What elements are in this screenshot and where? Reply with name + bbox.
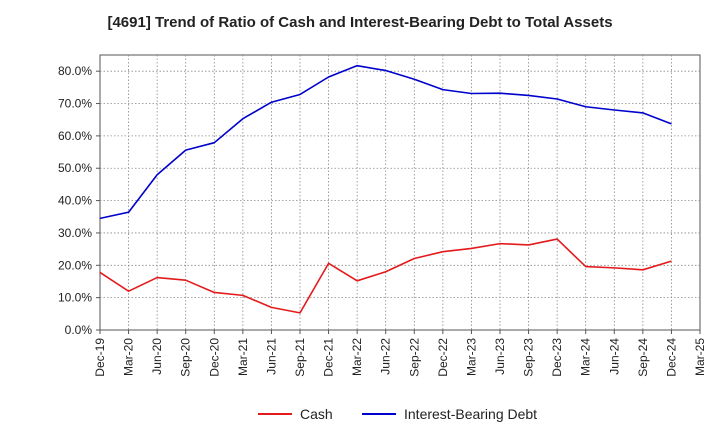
x-tick-label: Dec-23	[550, 338, 564, 377]
y-tick-label: 60.0%	[58, 129, 92, 143]
x-tick-label: Sep-20	[179, 338, 193, 377]
series-line-interest-bearing-debt	[99, 64, 672, 220]
x-tick-label: Mar-23	[464, 338, 478, 376]
x-tick-label: Jun-22	[379, 338, 393, 375]
x-tick-label: Jun-24	[607, 338, 621, 375]
legend-label-interest-bearing-debt: Interest-Bearing Debt	[404, 406, 537, 422]
x-tick-label: Jun-20	[150, 338, 164, 375]
y-tick-label: 70.0%	[58, 97, 92, 111]
x-tick-label: Dec-19	[93, 338, 107, 377]
y-tick-label: 50.0%	[58, 161, 92, 175]
y-tick-label: 20.0%	[58, 258, 92, 272]
x-tick-label: Sep-23	[522, 338, 536, 377]
plot-area	[99, 54, 701, 331]
y-tick-label: 0.0%	[65, 323, 93, 337]
x-tick-label: Sep-24	[636, 338, 650, 377]
series-line-cash	[99, 238, 672, 314]
y-tick-label: 30.0%	[58, 226, 92, 240]
x-tick-label: Mar-24	[579, 338, 593, 376]
x-tick-label: Sep-21	[293, 338, 307, 377]
x-tick-label: Dec-21	[322, 338, 336, 377]
x-tick-label: Mar-25	[693, 338, 707, 376]
x-tick-label: Mar-20	[122, 338, 136, 376]
y-tick-label: 40.0%	[58, 194, 92, 208]
x-tick-label: Mar-22	[350, 338, 364, 376]
chart-title: [4691] Trend of Ratio of Cash and Intere…	[107, 14, 613, 31]
x-tick-label: Jun-21	[264, 338, 278, 375]
x-tick-label: Sep-22	[407, 338, 421, 377]
x-tick-label: Jun-23	[493, 338, 507, 375]
x-tick-label: Dec-24	[664, 338, 678, 377]
x-tick-label: Dec-20	[207, 338, 221, 377]
legend-label-cash: Cash	[300, 406, 333, 422]
x-tick-label: Mar-21	[236, 338, 250, 376]
y-tick-label: 10.0%	[58, 291, 92, 305]
x-tick-label: Dec-22	[436, 338, 450, 377]
y-tick-label: 80.0%	[58, 64, 92, 78]
